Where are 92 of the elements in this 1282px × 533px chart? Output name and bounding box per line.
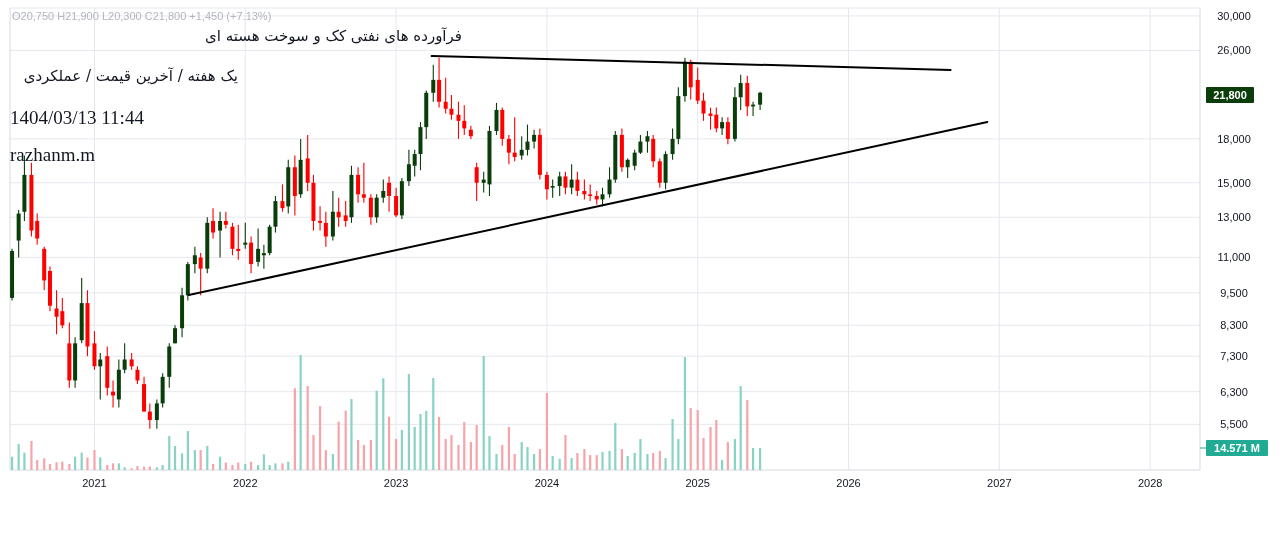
x-tick-label: 2025 [685, 477, 710, 489]
candlestick [632, 149, 637, 171]
candlestick [569, 163, 574, 195]
candlestick [387, 175, 392, 213]
candlestick [582, 179, 587, 200]
candlestick [394, 187, 399, 218]
y-tick-label: 30,000 [1217, 9, 1251, 22]
candlestick [443, 77, 448, 115]
candlestick [474, 162, 479, 202]
x-tick-label: 2026 [836, 477, 861, 489]
text: فرآورده های نفتی کک و سوخت هسته ای [205, 27, 462, 45]
candlestick [550, 179, 555, 199]
annotation: razhanm.m [10, 144, 95, 166]
y-tick-label: 7,300 [1220, 350, 1248, 363]
candlestick [406, 149, 411, 187]
candlestick [695, 67, 700, 105]
candlestick [431, 64, 436, 103]
candlestick [230, 222, 235, 256]
y-tick-label: 18,000 [1217, 132, 1251, 145]
candlestick [361, 162, 366, 204]
candlestick [651, 134, 656, 168]
candlestick [154, 398, 159, 430]
candlestick [738, 74, 743, 111]
text: یک هفته / آخرین قیمت / عملکردی [23, 67, 238, 85]
y-tick-label: 9,500 [1220, 286, 1248, 299]
candlestick [557, 171, 562, 197]
candlestick [701, 92, 706, 122]
candlestick [122, 342, 127, 374]
x-tick-label: 2022 [233, 477, 258, 489]
candlestick [374, 193, 379, 224]
candlestick [725, 116, 730, 145]
candlestick [192, 246, 197, 274]
y-tick-label: 26,000 [1217, 44, 1251, 57]
candlestick [343, 200, 348, 228]
candlestick [468, 125, 473, 140]
candlestick [456, 101, 461, 140]
candlestick [645, 130, 650, 154]
candlestick [607, 166, 612, 199]
candlestick [318, 205, 323, 232]
candlestick [92, 330, 97, 371]
candlestick [368, 193, 373, 226]
candlestick [280, 183, 285, 213]
candlestick [323, 211, 328, 248]
y2-tick-label: 14.571 M [1214, 442, 1260, 454]
candlestick [249, 235, 254, 274]
y-tick-label: 13,000 [1217, 211, 1251, 224]
candlestick [412, 149, 417, 177]
candlestick [575, 171, 580, 197]
candlestick [98, 352, 103, 400]
candlestick [111, 379, 116, 408]
x-tick-label: 2021 [82, 477, 107, 489]
candlestick [532, 129, 537, 149]
x-tick-label: 2023 [383, 477, 409, 489]
candlestick [563, 171, 568, 195]
x-tick-label: 2028 [1137, 477, 1163, 489]
candlestick [211, 207, 216, 240]
candlestick [437, 57, 442, 109]
y-tick-label: 6,300 [1220, 385, 1248, 398]
x-tick-label: 2024 [534, 477, 560, 489]
candlestick [720, 116, 725, 136]
candlestick [745, 75, 750, 117]
candlestick [147, 402, 152, 430]
candlestick [525, 124, 530, 157]
candlestick [198, 252, 203, 296]
candlestick [494, 102, 499, 136]
candlestick [638, 134, 643, 155]
candlestick [236, 224, 241, 261]
candlestick [336, 197, 341, 228]
candlestick [223, 211, 228, 230]
annotation: O20,750 H21,900 L20,300 C21,800 +1,450 (+7.13%) [12, 10, 272, 22]
y-tick-label: 15,000 [1217, 176, 1251, 189]
candlestick [544, 171, 549, 200]
candlestick [356, 166, 361, 204]
candlestick [657, 157, 662, 189]
candlestick [218, 211, 223, 259]
candlestick [758, 91, 763, 111]
y-tick-label: 8,300 [1220, 319, 1248, 332]
candlestick [256, 228, 261, 267]
y-tick-label: 11,000 [1217, 251, 1251, 264]
y-tick-label: 5,500 [1220, 418, 1248, 431]
candlestick [35, 213, 40, 246]
candlestick [243, 222, 248, 250]
x-tick-label: 2027 [987, 477, 1012, 489]
candlestick [462, 104, 467, 136]
candlestick [506, 134, 511, 165]
text: 21,800 [1213, 89, 1247, 101]
candlestick [512, 116, 517, 162]
candlestick [381, 179, 386, 204]
candlestick [625, 157, 630, 179]
candlestick [670, 127, 675, 161]
annotation: 1404/03/13 11:44 [10, 107, 144, 129]
candlestick [449, 94, 454, 121]
